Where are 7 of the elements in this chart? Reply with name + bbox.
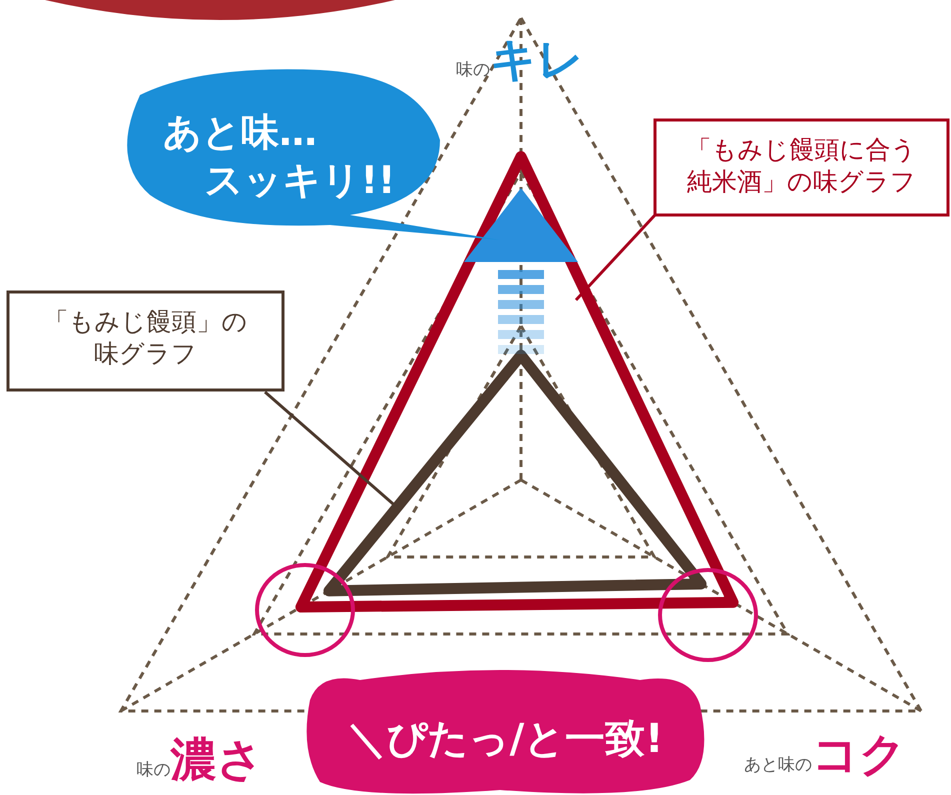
spoke-label: 味の濃さ	[136, 732, 264, 786]
text: あと味… スッキリ!!	[163, 110, 396, 202]
spoke-label: あと味のコク	[744, 727, 906, 781]
spoke-label: 味のキレ	[456, 32, 584, 86]
text: 「もみじ饅頭に合う純米酒」の味グラフ	[686, 135, 916, 196]
text: 「もみじ饅頭」の味グラフ	[44, 307, 248, 368]
text: ＼ぴたっ/と一致!	[346, 716, 664, 762]
